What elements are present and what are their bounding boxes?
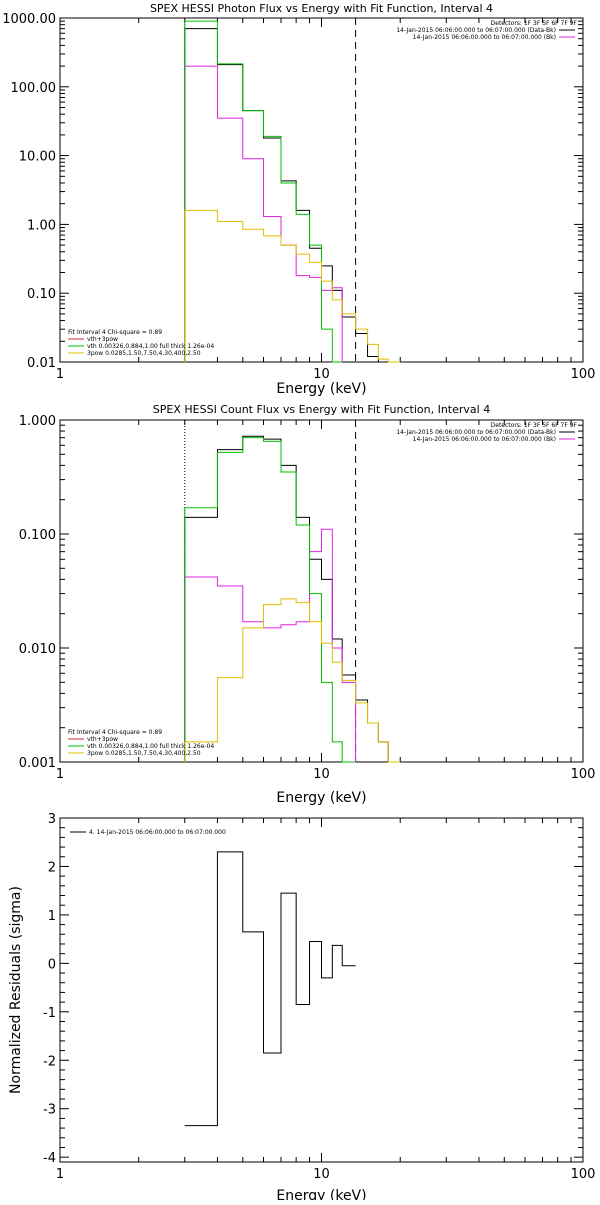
x-tick-label: 100 [571,767,596,782]
fit-legend-text: Fit Interval 4 Chi-square = 0.89 [68,329,162,336]
info-text: Detectors: 1F 3F 5F 6F 7F 9F [491,422,578,429]
fit-legend-text: 3pow 0.0285,1.50,7.50,4.30,400,2.50 [87,350,201,357]
x-tick-label: 100 [571,367,596,382]
y-tick-label: 1.00 [27,218,56,233]
series-vth-line [184,20,343,363]
x-axis-label: Energy (keV) [276,381,366,397]
x-tick-label: 10 [313,767,330,782]
y-tick-label: 0.10 [27,287,56,302]
y-tick-label: 0.001 [19,756,56,771]
y-tick-label: 0 [48,957,56,972]
fit-legend-text: vth 0.00326,0.884,1.00 full thick 1.26e-… [87,743,214,750]
info-text: 14-Jan-2015 06:06:00.000 to 06:07:00.000… [396,429,556,436]
y-tick-label: 1.000 [19,414,56,429]
x-axis-label: Energy (keV) [276,1188,366,1200]
series-vth-line [184,437,356,763]
x-tick-label: 1 [56,1167,64,1182]
y-tick-label: 1 [48,909,56,924]
x-axis-label: Energy (keV) [276,790,366,806]
y-tick-label: 0.010 [19,642,56,657]
series-3pow-line [184,598,401,763]
plot-title: SPEX HESSI Count Flux vs Energy with Fit… [153,403,490,416]
plot-title: SPEX HESSI Photon Flux vs Energy with Fi… [150,2,493,15]
series-bk-line [184,528,357,762]
residual-legend-text: 4. 14-Jan-2015 06:06:00.000 to 06:07:00.… [89,829,226,836]
y-tick-label: -1 [43,1006,56,1021]
x-tick-label: 1 [56,367,64,382]
x-tick-label: 1 [56,767,64,782]
y-tick-label: 2 [48,860,56,875]
y-tick-label: -2 [43,1054,56,1069]
fit-legend-text: Fit Interval 4 Chi-square = 0.89 [68,729,162,736]
y-tick-label: 3 [48,812,56,827]
y-tick-label: 1000.00 [2,12,56,27]
y-tick-label: -3 [43,1103,56,1118]
y-axis-label: Normalized Residuals (sigma) [8,886,24,1094]
x-tick-label: 100 [571,1167,596,1182]
plot-frame [59,419,584,763]
series-3pow-line [184,209,401,363]
series-residuals-line [184,851,356,1127]
y-tick-label: -4 [43,1151,56,1166]
y-tick-label: 0.100 [19,528,56,543]
y-tick-label: 100.00 [11,81,57,96]
info-text: 14-Jan-2015 06:06:00.000 to 06:07:00.000… [413,34,556,41]
x-tick-label: 10 [313,367,330,382]
y-tick-label: 0.01 [27,356,56,371]
info-text: 14-Jan-2015 06:06:00.000 to 06:07:00.000… [413,436,556,443]
y-tick-label: 10.00 [19,150,56,165]
fit-legend-text: vth+3pow [87,336,118,343]
plot-frame [59,817,584,1163]
info-text: 14-Jan-2015 06:06:00.000 to 06:07:00.000… [396,27,556,34]
fit-legend-text: vth 0.00326,0.884,1.00 full thick 1.26e-… [87,343,214,350]
fit-legend-text: vth+3pow [87,736,118,743]
x-tick-label: 10 [313,1167,330,1182]
info-text: Detectors: 1F 3F 5F 6F 7F 9F [491,20,578,27]
fit-legend-text: 3pow 0.0285,1.50,7.50,4.30,400,2.50 [87,750,201,757]
